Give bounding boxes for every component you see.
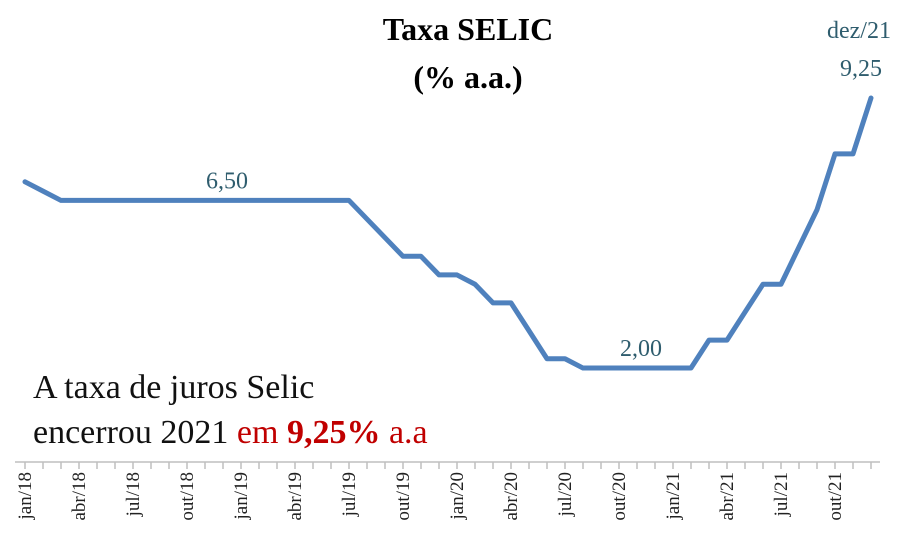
x-tick-label: abr/19: [285, 472, 306, 521]
x-tick-label: jul/20: [555, 472, 576, 517]
x-tick-label: jan/21: [663, 472, 684, 521]
x-tick-label: abr/18: [69, 472, 90, 521]
data-label: 9,25: [840, 56, 882, 82]
x-tick-label: out/18: [177, 472, 198, 521]
chart-subtitle: (% a.a.): [413, 59, 522, 95]
x-tick-label: jan/18: [15, 472, 36, 521]
x-tick-label: jul/21: [771, 472, 792, 517]
annotation: encerrou 2021 em 9,25% a.a: [33, 414, 428, 451]
x-tick-label: abr/20: [501, 472, 522, 521]
annotation: 9,25%: [287, 414, 381, 451]
annotation: A taxa de juros Selic: [33, 369, 314, 406]
x-tick-label: jan/20: [447, 472, 468, 521]
x-tick-label: out/20: [609, 472, 630, 521]
data-label-category: dez/21: [827, 18, 891, 44]
annotation: a.a: [389, 414, 428, 451]
x-tick-label: out/19: [393, 472, 414, 521]
line-series: [22, 95, 874, 371]
data-label: 2,00: [620, 336, 662, 362]
chart-title: Taxa SELIC: [383, 11, 553, 47]
annotation: em: [237, 414, 279, 451]
x-tick-label: jul/19: [339, 472, 360, 517]
x-tick-label: jan/19: [231, 472, 252, 521]
data-label: 6,50: [206, 168, 248, 194]
x-tick-label: out/21: [825, 472, 846, 521]
annotation: encerrou 2021: [33, 414, 228, 451]
x-tick-label: jul/18: [123, 472, 144, 517]
x-tick-label: abr/21: [717, 472, 738, 521]
